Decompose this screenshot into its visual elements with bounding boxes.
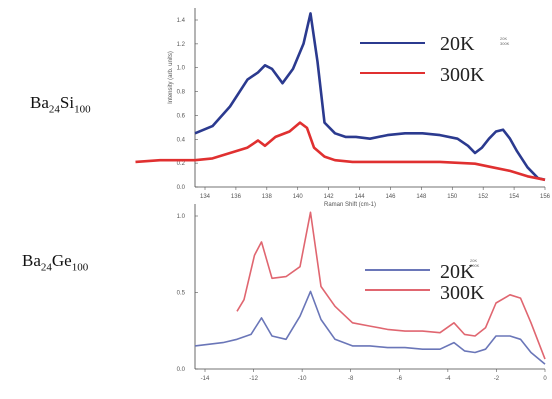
x-tick-label: 0 bbox=[543, 376, 547, 382]
y-tick-label: 0.2 bbox=[177, 161, 186, 167]
x-tick-label: 138 bbox=[262, 194, 273, 200]
label-base: Ba bbox=[22, 251, 41, 270]
x-tick-label: 152 bbox=[478, 194, 489, 200]
x-tick-label: 144 bbox=[355, 194, 366, 200]
x-tick-label: 142 bbox=[324, 194, 335, 200]
x-tick-label: -12 bbox=[249, 376, 258, 382]
x-tick-label: 140 bbox=[293, 194, 304, 200]
compound-label-ge: Ba24Ge100 bbox=[22, 251, 88, 273]
x-tick-label: 146 bbox=[385, 194, 396, 200]
label-sub1: 24 bbox=[48, 103, 60, 116]
label-sub2: 100 bbox=[74, 103, 91, 116]
y-tick-label: 0.6 bbox=[177, 113, 186, 119]
series-line-20k bbox=[194, 12, 546, 182]
legend-label-300k: 300K bbox=[440, 64, 485, 86]
x-tick-label: -2 bbox=[494, 376, 500, 382]
series-line-300k bbox=[135, 121, 546, 182]
x-axis-label: Raman Shift (cm-1) bbox=[324, 202, 376, 208]
y-tick-label: 1.0 bbox=[177, 214, 186, 220]
x-tick-label: 150 bbox=[447, 194, 458, 200]
mini-legend-label: 300K bbox=[470, 263, 480, 268]
y-tick-label: 0.4 bbox=[177, 137, 186, 143]
mini-legend-label: 300K bbox=[500, 41, 510, 46]
legend-label-300k: 300K bbox=[440, 282, 485, 304]
x-tick-label: 136 bbox=[231, 194, 242, 200]
y-tick-label: 0.8 bbox=[177, 90, 186, 96]
series-line-300k bbox=[236, 211, 546, 360]
y-tick-label: 0.0 bbox=[177, 185, 186, 191]
x-tick-label: 156 bbox=[540, 194, 551, 200]
x-tick-label: 154 bbox=[509, 194, 520, 200]
label-sub1: 24 bbox=[40, 261, 52, 274]
mini-legend-label: 20K bbox=[470, 258, 477, 263]
compound-label-si: Ba24Si100 bbox=[30, 93, 91, 115]
mini-legend-label: 20K bbox=[500, 36, 507, 41]
label-base: Ba bbox=[30, 93, 49, 112]
x-tick-label: -10 bbox=[298, 376, 307, 382]
y-axis-label: Intensity (arb. units) bbox=[168, 51, 174, 104]
y-tick-label: 0.5 bbox=[177, 291, 186, 297]
x-tick-label: -4 bbox=[445, 376, 451, 382]
label-element: Si bbox=[59, 93, 75, 112]
label-element: Ge bbox=[51, 251, 72, 270]
x-tick-label: 148 bbox=[416, 194, 427, 200]
legend-label-20k: 20K bbox=[440, 33, 475, 55]
label-sub2: 100 bbox=[71, 261, 89, 274]
x-tick-label: -14 bbox=[201, 376, 210, 382]
x-tick-label: 134 bbox=[200, 194, 211, 200]
legend-label-20k: 20K bbox=[440, 261, 475, 283]
y-tick-label: 1.0 bbox=[177, 66, 186, 72]
y-tick-label: 1.4 bbox=[177, 18, 186, 24]
x-tick-label: -8 bbox=[348, 376, 354, 382]
y-tick-label: 1.2 bbox=[177, 42, 186, 48]
series-line-20k bbox=[194, 290, 546, 365]
y-tick-label: 0.0 bbox=[177, 367, 186, 373]
x-tick-label: -6 bbox=[397, 376, 403, 382]
